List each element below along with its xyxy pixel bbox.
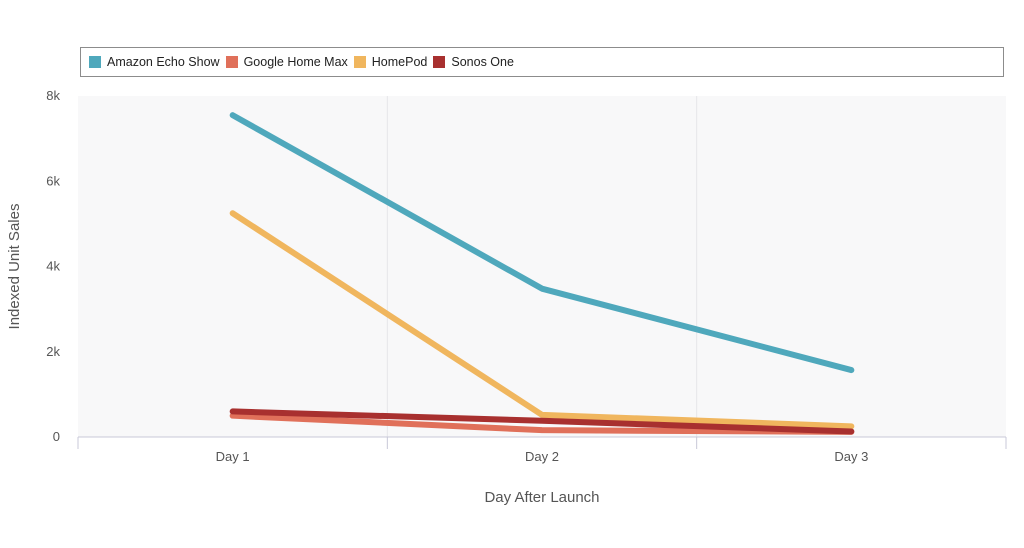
series-lines — [229, 112, 855, 435]
legend-item-google-home-max[interactable]: Google Home Max — [225, 55, 348, 69]
legend: Amazon Echo Show Google Home Max HomePod… — [80, 47, 1004, 77]
legend-label: Amazon Echo Show — [107, 55, 220, 69]
legend-label: Sonos One — [451, 55, 514, 69]
y-tick-label: 2k — [46, 344, 60, 359]
series-line-amazon-echo-show[interactable] — [229, 112, 855, 374]
plot-background — [78, 96, 1006, 437]
grid-lines — [386, 96, 698, 437]
x-tick-label: Day 1 — [216, 449, 250, 464]
legend-item-sonos-one[interactable]: Sonos One — [433, 55, 514, 69]
tick-labels: 0 2k 4k 6k 8k Day 1 Day 2 Day 3 — [46, 88, 868, 464]
legend-swatch — [433, 56, 446, 68]
y-tick-label: 8k — [46, 88, 60, 103]
legend-item-amazon-echo-show[interactable]: Amazon Echo Show — [89, 55, 220, 69]
legend-item-homepod[interactable]: HomePod — [353, 55, 428, 69]
series-line-google-home-max[interactable] — [229, 412, 855, 435]
y-axis-title: Indexed Unit Sales — [6, 204, 23, 330]
y-tick-label: 4k — [46, 259, 60, 274]
axes — [77, 436, 1007, 449]
legend-swatch — [89, 56, 101, 68]
legend-label: HomePod — [371, 55, 428, 69]
legend-label: Google Home Max — [243, 55, 348, 69]
series-line-homepod[interactable] — [229, 210, 855, 430]
y-tick-label: 6k — [46, 173, 60, 188]
legend-swatch — [353, 56, 366, 68]
y-tick-label: 0 — [53, 429, 60, 444]
x-tick-label: Day 3 — [834, 449, 868, 464]
x-tick-label: Day 2 — [525, 449, 559, 464]
legend-swatch — [225, 56, 238, 68]
series-line-sonos-one[interactable] — [229, 408, 855, 435]
x-axis-title: Day After Launch — [484, 489, 599, 506]
